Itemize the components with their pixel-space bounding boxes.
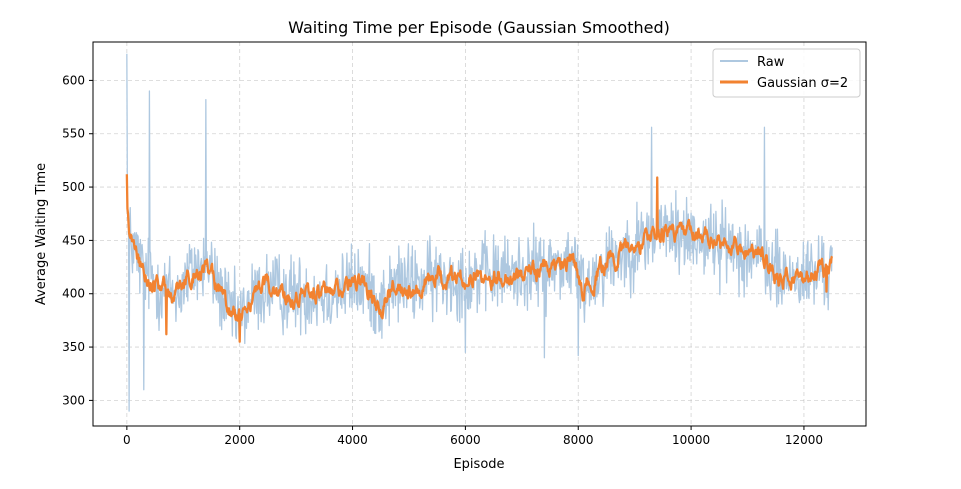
x-tick-label: 10000 [672,433,710,447]
y-tick-label: 300 [62,393,85,407]
plot-frame [92,41,867,427]
x-tick-label: 0 [123,433,131,447]
x-axis-label: Episode [453,457,504,472]
y-tick-label: 450 [62,233,85,247]
y-tick-label: 500 [62,180,85,194]
legend-box [712,48,861,98]
legend-smoothed-label: Gaussian σ=2 [757,76,848,91]
smoothed-series-line [125,174,834,343]
y-tick-label: 600 [62,73,85,87]
axis-ticks: 0 2000 4000 6000 8000 10000 12000 300 350 400 450 5… [62,73,823,447]
x-tick-label: 8000 [563,433,594,447]
x-tick-label: 4000 [337,433,368,447]
y-tick-label: 350 [62,340,85,354]
x-tick-label: 12000 [785,433,823,447]
x-tick-label: 2000 [224,433,255,447]
y-tick-label: 550 [62,127,85,141]
legend-raw-label: Raw [757,55,785,70]
grid-lines [93,42,866,426]
plot-area [125,53,834,412]
raw-series-line [126,53,833,412]
legend: Raw Gaussian σ=2 [712,48,861,98]
x-tick-label: 6000 [450,433,481,447]
y-tick-label: 400 [62,287,85,301]
chart-title: Waiting Time per Episode (Gaussian Smoot… [288,18,670,37]
y-axis-label: Average Waiting Time [34,163,49,305]
